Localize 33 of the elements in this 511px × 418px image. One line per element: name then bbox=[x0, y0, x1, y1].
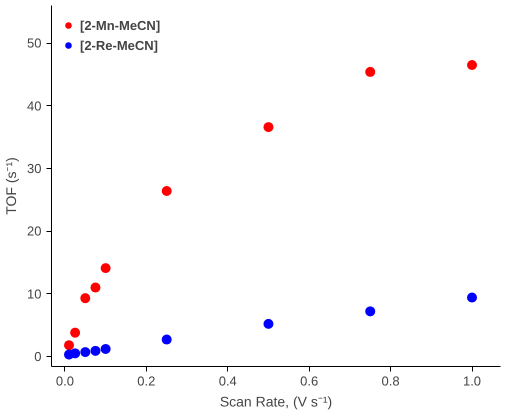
x-tick-label: 0.8 bbox=[382, 374, 400, 388]
point bbox=[162, 186, 172, 196]
y-tick-label: 0 bbox=[34, 348, 42, 364]
point bbox=[467, 292, 478, 303]
point bbox=[70, 328, 80, 338]
y-tick-label: 50 bbox=[27, 36, 42, 51]
x-axis-title: Scan Rate, (V s⁻¹) bbox=[220, 394, 332, 410]
point bbox=[80, 347, 90, 358]
x-tick-label: 0.2 bbox=[137, 374, 156, 388]
point bbox=[70, 348, 80, 358]
y-tick-label: 30 bbox=[27, 160, 42, 176]
point bbox=[467, 60, 478, 70]
legend-label: [2-Re-MeCN] bbox=[80, 38, 158, 52]
y-tick-label: 40 bbox=[27, 98, 42, 114]
point bbox=[263, 318, 274, 329]
point bbox=[90, 282, 100, 293]
point bbox=[90, 346, 100, 356]
point bbox=[100, 344, 111, 354]
point bbox=[365, 306, 376, 316]
point bbox=[162, 334, 172, 345]
point bbox=[365, 66, 376, 77]
x-tick-label: 1.0 bbox=[462, 374, 482, 388]
x-tick-label: 0.0 bbox=[56, 374, 74, 388]
x-tick-label: 0.4 bbox=[218, 374, 237, 388]
legend-label: [2-Mn-MeCN] bbox=[80, 18, 160, 32]
point bbox=[100, 263, 111, 274]
y-axis-title: TOF (s⁻¹) bbox=[3, 157, 20, 215]
y-tick-label: 20 bbox=[27, 224, 42, 239]
point bbox=[263, 122, 274, 132]
point bbox=[64, 340, 74, 350]
x-tick-label: 0.6 bbox=[300, 374, 318, 388]
y-tick-label: 10 bbox=[27, 286, 42, 302]
point bbox=[80, 293, 90, 304]
